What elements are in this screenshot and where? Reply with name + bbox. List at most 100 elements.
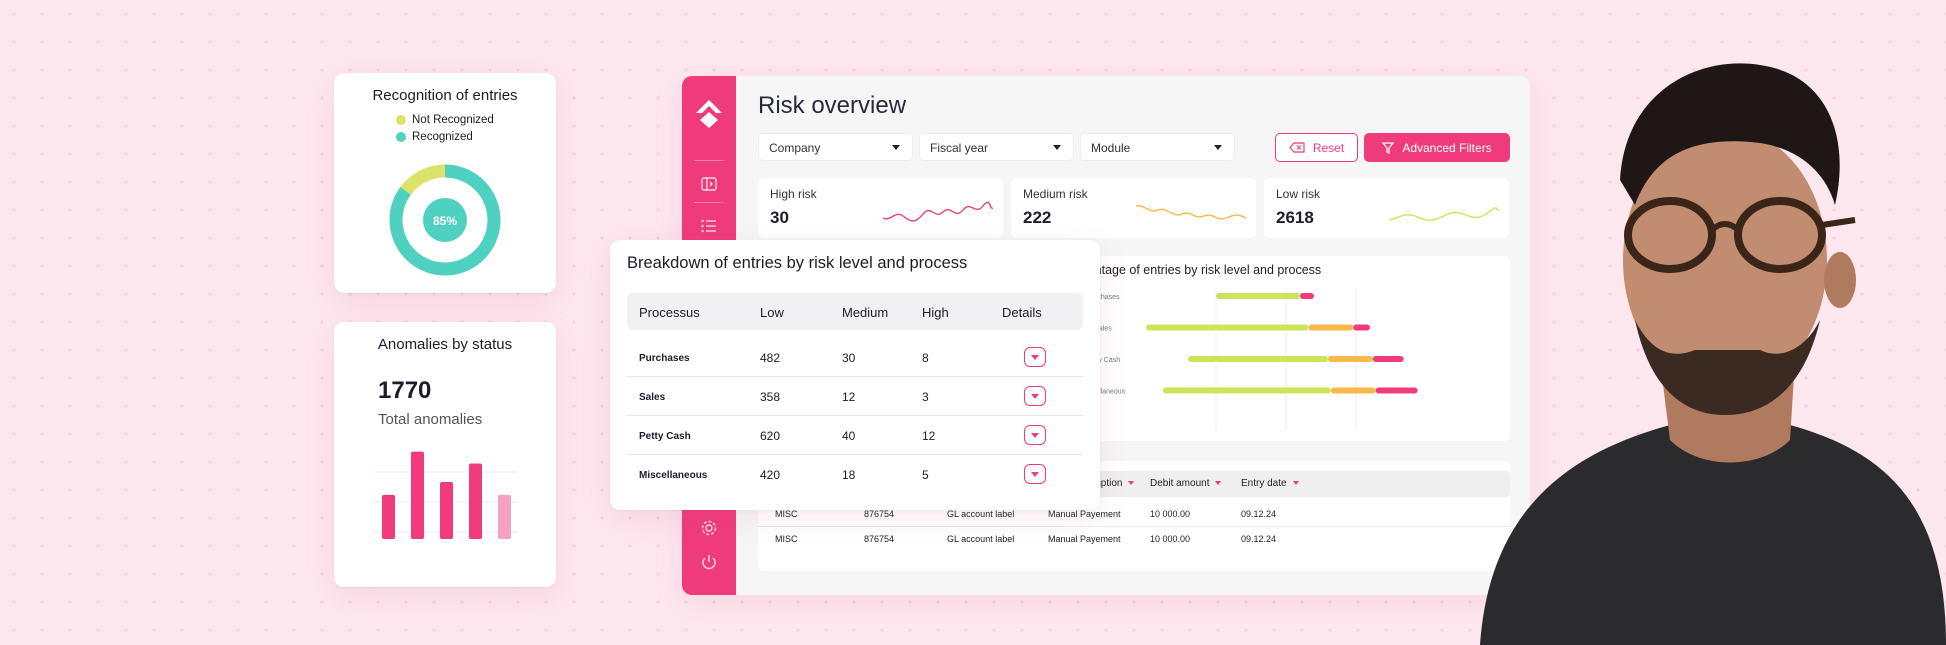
details-expand-button[interactable] (1024, 347, 1046, 367)
settings-gear-icon[interactable] (699, 518, 719, 538)
list-icon[interactable] (699, 216, 719, 236)
cell-high: 3 (922, 390, 929, 404)
chevron-down-icon (1214, 145, 1222, 150)
legend-dot (396, 132, 406, 142)
cell-low: 420 (760, 468, 781, 482)
legend-label: Recognized (412, 131, 473, 143)
anomalies-total: 1770 (378, 377, 432, 404)
percentage-bar-segment (1375, 387, 1418, 394)
column-header-details: Details (1002, 305, 1042, 320)
donut-center-label: 85% (433, 214, 457, 228)
category-label: Sales (1094, 326, 1112, 333)
cell-medium: 30 (842, 351, 856, 365)
advanced-filters-button[interactable]: Advanced Filters (1364, 133, 1510, 162)
sort-arrow-icon (1128, 481, 1135, 486)
anomaly-bar (498, 494, 511, 539)
cell-account: 876754 (864, 534, 895, 544)
cell-low: 358 (760, 390, 781, 404)
kpi-label: Medium risk (1023, 187, 1088, 201)
category-label: Petty Cash (1086, 357, 1120, 364)
details-expand-button[interactable] (1024, 425, 1046, 445)
kpi-value: 2618 (1276, 208, 1314, 227)
cell-low: 620 (760, 429, 781, 443)
fiscal-year-select-label: Fiscal year (930, 141, 989, 155)
company-select[interactable]: Company (758, 133, 913, 161)
cell-entry-description: Manual Payement (1048, 534, 1121, 544)
column-header-low: Low (760, 305, 784, 320)
cell-entry-date: 09.12.24 (1241, 509, 1277, 519)
anomaly-bar (469, 463, 482, 539)
cell-entry-date: 09.12.24 (1241, 534, 1277, 544)
percentage-bar-segment (1330, 387, 1376, 394)
reset-button[interactable]: Reset (1275, 133, 1358, 162)
breakdown-card: Breakdown of entries by risk level and p… (610, 240, 1100, 510)
sidebar-divider (694, 202, 724, 203)
fiscal-year-select[interactable]: Fiscal year (919, 133, 1074, 161)
module-select[interactable]: Module (1080, 133, 1235, 161)
chevron-down-icon (1053, 145, 1061, 150)
row-divider (758, 526, 1510, 527)
anomaly-bar (382, 494, 395, 539)
advanced-filters-label: Advanced Filters (1402, 140, 1492, 155)
power-icon[interactable] (699, 552, 719, 572)
cell-account-label: GL account label (947, 509, 1015, 519)
cell-low: 482 (760, 351, 781, 365)
low-risk-sparkline (1389, 207, 1499, 221)
cell-process: Miscellaneous (639, 470, 708, 481)
high-risk-sparkline (883, 201, 993, 222)
legend-item-recognized: Recognized (396, 131, 556, 143)
cell-medium: 12 (842, 390, 856, 404)
app-logo-icon[interactable] (694, 98, 724, 128)
cell-debit-amount: 10 000.00 (1150, 534, 1191, 544)
donut-center (423, 198, 467, 242)
page-title: Risk overview (758, 92, 907, 119)
collapse-sidebar-icon[interactable] (699, 174, 719, 194)
cell-high: 12 (922, 429, 936, 443)
anomalies-title: Anomalies by status (377, 336, 513, 353)
anomalies-total-label: Total anomalies (378, 411, 483, 428)
percentage-bar-segment (1308, 324, 1354, 331)
person-photo (1480, 63, 1946, 645)
table-row: Miscellaneous 420 18 5 (627, 455, 1083, 494)
table-row: Sales 358 12 3 (627, 377, 1083, 416)
cell-entry-description: Manual Payement (1048, 509, 1121, 519)
anomalies-bar-chart (374, 451, 518, 539)
percentage-bar-segment (1328, 356, 1373, 362)
kpi-low-risk: Low risk 2618 (1264, 178, 1509, 238)
cell-process: Purchases (639, 353, 690, 364)
medium-risk-sparkline (1136, 205, 1246, 220)
column-header-debit-amount[interactable]: Debit amount (1150, 478, 1222, 489)
chevron-down-icon (892, 145, 900, 150)
legend-label: Not Recognized (412, 114, 494, 126)
details-expand-button[interactable] (1024, 386, 1046, 406)
cell-process: Sales (639, 392, 666, 403)
anomaly-bar (411, 451, 424, 539)
table-row: Petty Cash 620 40 12 (627, 416, 1083, 455)
percentage-bar-segment (1372, 356, 1404, 362)
column-header-high: High (922, 305, 949, 320)
details-expand-button[interactable] (1024, 464, 1046, 484)
donut-recognized (389, 164, 501, 276)
cell-medium: 40 (842, 429, 856, 443)
breakdown-table-header: Processus Low Medium High Details (627, 293, 1083, 330)
column-header-medium: Medium (842, 305, 889, 320)
anomaly-bar (440, 481, 453, 539)
percentage-bar-segment (1188, 356, 1328, 362)
table-row: Purchases 482 30 8 (627, 338, 1083, 377)
legend-dot (396, 115, 406, 125)
kpi-high-risk: High risk 30 (758, 178, 1003, 238)
percentage-bar-segment (1353, 324, 1370, 331)
column-header-process: Processus (639, 305, 700, 320)
kpi-value: 222 (1023, 208, 1052, 227)
filter-icon (1382, 141, 1395, 154)
cell-journal: MISC (775, 534, 798, 544)
module-select-label: Module (1091, 141, 1131, 155)
category-label: Miscellaneous (1081, 389, 1126, 396)
sidebar-divider (694, 160, 724, 161)
category-label: Purchases (1086, 294, 1120, 301)
cell-account-label: GL account label (947, 534, 1015, 544)
percentage-chart-panel: Percentage of entries by risk level and … (1046, 256, 1510, 441)
percentage-chart: Purchases Sales Petty Cash Miscellaneous (1081, 288, 1418, 430)
column-header-entry-date[interactable]: Entry date (1241, 478, 1299, 489)
percentage-bar-segment (1300, 293, 1314, 299)
